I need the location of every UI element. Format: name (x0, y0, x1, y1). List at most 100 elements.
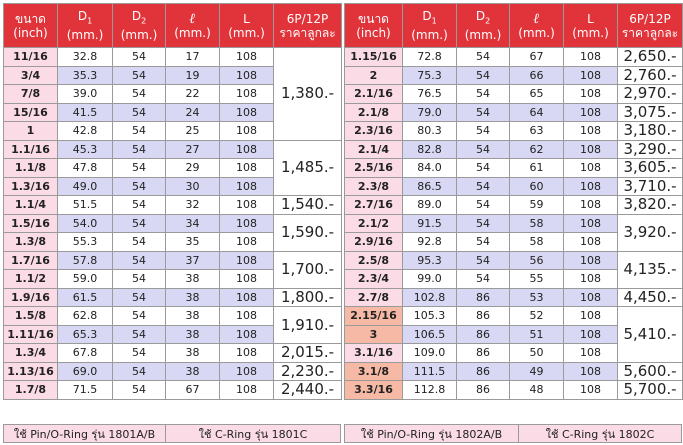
d2-cell: 54 (112, 47, 166, 67)
big-l-cell: 108 (563, 343, 618, 363)
big-l-cell: 108 (563, 324, 618, 344)
table-row: 2.7/8 102.8 86 53 108 4,450.- (344, 287, 683, 307)
d2-cell: 54 (456, 121, 510, 141)
big-l-cell: 108 (563, 195, 618, 215)
small-l-cell: 58 (509, 232, 564, 252)
left-price-table: ขนาด (inch) D1 (mm.) D2 (mm.) ℓ (mm.) L (mm.)… (3, 3, 342, 400)
small-l-cell: 66 (509, 65, 564, 85)
table-row: 1.3/8 55.3 54 35 108 (3, 232, 342, 252)
price-cell: 3,820.- (617, 195, 683, 215)
big-l-cell: 108 (563, 102, 618, 122)
d1-cell: 45.3 (57, 139, 113, 159)
table-row: 2.1/2 91.5 54 58 108 3,920.- (344, 213, 683, 252)
d2-cell: 54 (112, 343, 166, 363)
table-row: 1.9/16 61.5 54 38 108 1,800.- (3, 287, 342, 307)
table-row: 2 75.3 54 66 108 2,760.- (344, 65, 683, 85)
small-l-cell: 48 (509, 380, 564, 400)
small-l-cell: 38 (165, 343, 220, 363)
price-cell: 5,410.- (617, 306, 683, 363)
big-l-cell: 108 (563, 380, 618, 400)
small-l-header: ℓ (mm.) (165, 3, 220, 48)
small-l-cell: 59 (509, 195, 564, 215)
d2-cell: 54 (456, 250, 510, 270)
table-row: 1.7/8 71.5 54 67 108 2,440.- (3, 380, 342, 400)
d2-cell: 54 (112, 65, 166, 85)
big-l-cell: 108 (219, 102, 274, 122)
size-cell: 1.1/16 (3, 139, 58, 159)
table-row: 1.1/4 51.5 54 32 108 1,540.- (3, 195, 342, 215)
size-cell: 3.3/16 (344, 380, 403, 400)
table-row: 1.1/2 59.0 54 38 108 (3, 269, 342, 289)
right-price-table: ขนาด (inch) D1 (mm.) D2 (mm.) ℓ (mm.) L (mm.)… (344, 3, 683, 400)
table-row: 3.1/8 111.5 86 49 108 5,600.- (344, 361, 683, 381)
table-row: 2.9/16 92.8 54 58 108 (344, 232, 683, 252)
big-l-cell: 108 (219, 380, 274, 400)
table-row: 1.3/4 67.8 54 38 108 2,015.- (3, 343, 342, 363)
small-l-cell: 49 (509, 361, 564, 381)
big-l-cell: 108 (563, 306, 618, 326)
d1-cell: 62.8 (57, 306, 113, 326)
d2-cell: 54 (112, 232, 166, 252)
size-cell: 1.11/16 (3, 324, 58, 344)
size-cell: 2 (344, 65, 403, 85)
small-l-cell: 58 (509, 213, 564, 233)
small-l-cell: 22 (165, 84, 220, 104)
d2-cell: 86 (456, 343, 510, 363)
size-cell: 1.9/16 (3, 287, 58, 307)
big-l-cell: 108 (219, 84, 274, 104)
d1-cell: 55.3 (57, 232, 113, 252)
table-row: 1.3/16 49.0 54 30 108 (3, 176, 342, 196)
small-l-header: ℓ (mm.) (509, 3, 564, 48)
big-l-cell: 108 (219, 361, 274, 381)
price-cell: 3,605.- (617, 158, 683, 178)
size-cell: 2.9/16 (344, 232, 403, 252)
table-row: 2.15/16 105.3 86 52 108 5,410.- (344, 306, 683, 363)
legend-pin-oring: ใช้ Pin/O-Ring รุ่น 1802A/B (344, 424, 519, 443)
table-row: 2.3/16 80.3 54 63 108 3,180.- (344, 121, 683, 141)
size-cell: 1.1/2 (3, 269, 58, 289)
big-l-cell: 108 (219, 287, 274, 307)
size-cell: 1.1/8 (3, 158, 58, 178)
small-l-cell: 52 (509, 306, 564, 326)
price-cell: 2,650.- (617, 47, 683, 67)
size-header: ขนาด (inch) (3, 3, 58, 48)
small-l-cell: 60 (509, 176, 564, 196)
big-l-cell: 108 (219, 158, 274, 178)
size-cell: 1.7/8 (3, 380, 58, 400)
table-row: 2.1/8 79.0 54 64 108 3,075.- (344, 102, 683, 122)
d1-cell: 57.8 (57, 250, 113, 270)
size-cell: 3/4 (3, 65, 58, 85)
big-l-cell: 108 (563, 139, 618, 159)
table-row: 1.15/16 72.8 54 67 108 2,650.- (344, 47, 683, 67)
d2-cell: 54 (456, 139, 510, 159)
d2-cell: 54 (112, 380, 166, 400)
d2-cell: 54 (456, 195, 510, 215)
d1-cell: 89.0 (402, 195, 457, 215)
size-cell: 2.1/8 (344, 102, 403, 122)
big-l-cell: 108 (219, 250, 274, 270)
table-row: 1.5/8 62.8 54 38 108 1,910.- (3, 306, 342, 344)
d1-cell: 76.5 (402, 84, 457, 104)
size-cell: 15/16 (3, 102, 58, 122)
size-cell: 1.3/8 (3, 232, 58, 252)
d2-cell: 54 (456, 47, 510, 67)
price-cell: 1,590.- (273, 213, 342, 252)
price-cell: 3,710.- (617, 176, 683, 196)
d2-cell: 86 (456, 306, 510, 326)
d1-cell: 95.3 (402, 250, 457, 270)
big-l-cell: 108 (563, 232, 618, 252)
table-row: 11/16 32.8 54 17 108 1,380.- (3, 47, 342, 141)
size-cell: 2.3/4 (344, 269, 403, 289)
d1-cell: 80.3 (402, 121, 457, 141)
size-cell: 1.7/16 (3, 250, 58, 270)
d2-cell: 54 (112, 84, 166, 104)
big-l-cell: 108 (563, 250, 618, 270)
d1-cell: 99.0 (402, 269, 457, 289)
small-l-cell: 34 (165, 213, 220, 233)
small-l-cell: 55 (509, 269, 564, 289)
d1-header: D1 (mm.) (57, 3, 113, 48)
table-row: 2.5/16 84.0 54 61 108 3,605.- (344, 158, 683, 178)
d2-cell: 54 (456, 158, 510, 178)
d1-cell: 47.8 (57, 158, 113, 178)
table-row: 15/16 41.5 54 24 108 (3, 102, 342, 122)
